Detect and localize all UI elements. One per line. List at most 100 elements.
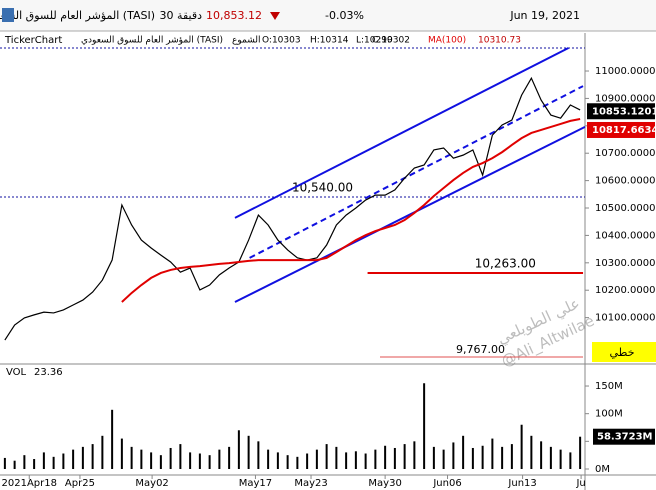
volume-tick-label: 100M <box>595 409 623 420</box>
volume-bar <box>169 447 172 469</box>
volume-bar <box>442 449 445 469</box>
series-line <box>4 76 581 341</box>
volume-bar <box>501 446 504 469</box>
symbol-title[interactable]: المؤشر العام للسوق السعودي (TASI) <box>0 9 155 22</box>
volume-bar <box>276 452 279 469</box>
horizontal-line-label: 10,540.00 <box>292 181 353 195</box>
x-tick-label: May23 <box>294 478 327 489</box>
volume-bar <box>452 442 455 469</box>
volume-bar <box>374 449 377 469</box>
volume-bar <box>462 435 465 469</box>
volume-bar <box>179 444 182 469</box>
volume-bar <box>559 449 562 469</box>
annotation-label: 9,767.00 <box>456 343 505 356</box>
volume-bar <box>393 447 396 469</box>
volume-bar <box>364 453 367 469</box>
volume-bar <box>432 446 435 469</box>
volume-bar <box>91 444 94 469</box>
volume-bar <box>481 445 484 469</box>
volume-bar <box>13 460 16 469</box>
volume-bar <box>354 451 357 469</box>
x-tick-label: May30 <box>368 478 401 489</box>
volume-bar <box>413 441 416 469</box>
interval: 30 دقيقة <box>160 9 203 22</box>
volume-bar <box>471 447 474 469</box>
series-line <box>121 117 581 303</box>
volume-tag <box>593 428 655 445</box>
watermark: علي الطويلعي @Ali_Altwilae <box>494 294 597 371</box>
volume-bar <box>569 452 572 469</box>
volume-bar <box>42 452 45 469</box>
y-tick-label: 10400.0000 <box>595 230 655 241</box>
volume-bar <box>3 457 6 469</box>
volume-bar <box>530 435 533 469</box>
y-tick-label: 10600.0000 <box>595 176 655 187</box>
trend-line <box>249 85 584 259</box>
volume-bar <box>81 446 84 469</box>
volume-bar <box>286 455 289 469</box>
volume-bar <box>306 453 309 469</box>
volume-bar <box>111 409 114 469</box>
volume-bar <box>384 445 387 469</box>
y-tick-label: 11000.0000 <box>595 66 655 77</box>
volume-bar <box>315 449 318 469</box>
info-ma: MA(100) <box>428 36 466 46</box>
volume-bar <box>189 452 192 469</box>
x-tick-label: 2021Apr18 <box>2 478 57 489</box>
volume-bar <box>130 446 133 469</box>
volume-bar <box>120 438 123 469</box>
volume-bar <box>540 441 543 469</box>
volume-bar <box>140 449 143 469</box>
volume-bar <box>325 444 328 469</box>
info-high: H:10314 <box>310 36 349 46</box>
volume-bar <box>237 430 240 469</box>
volume-bar <box>228 446 231 469</box>
volume-bar <box>23 455 26 469</box>
change: -0.03% <box>325 9 364 22</box>
symbol-icon <box>2 8 14 22</box>
y-tick-label: 10500.0000 <box>595 203 655 214</box>
line-button[interactable] <box>592 342 656 362</box>
info-symbol: المؤشر العام للسوق السعودي (TASI) <box>81 36 223 46</box>
volume-bar <box>579 436 582 469</box>
down-arrow <box>270 12 280 20</box>
volume-bar <box>62 453 65 469</box>
volume-bar <box>510 444 513 469</box>
volume-bar <box>403 444 406 469</box>
volume-bar <box>491 438 494 469</box>
trend-line <box>234 47 569 219</box>
volume-value: 23.36 <box>34 367 63 378</box>
volume-bar <box>150 452 153 469</box>
volume-tick-label: 0M <box>595 464 610 475</box>
last-price-tag <box>587 103 655 120</box>
price: 10,853.12 <box>206 9 262 22</box>
volume-tick-label: 150M <box>595 381 623 392</box>
volume-bar <box>52 456 55 469</box>
volume-bar <box>257 441 260 469</box>
volume-bar <box>335 446 338 469</box>
x-tick-label: Jun06 <box>432 478 461 489</box>
volume-bar <box>520 424 523 469</box>
trend-line <box>234 126 586 303</box>
info-close: C:10302 <box>372 36 410 46</box>
volume-bar <box>101 435 104 469</box>
line-button-label[interactable]: خطي <box>610 346 635 359</box>
last-price-tag-label: 10853.1201 <box>592 106 656 117</box>
y-tick-label: 10300.0000 <box>595 258 655 269</box>
volume-bar <box>159 455 162 469</box>
y-tick-label: 10200.0000 <box>595 285 655 296</box>
volume-bar <box>423 383 426 469</box>
volume-bar <box>345 452 348 469</box>
y-tick-label: 10900.0000 <box>595 93 655 104</box>
volume-bar <box>218 449 221 469</box>
info-brand: TickerChart <box>4 35 62 46</box>
volume-tag-label: 58.3723M <box>597 432 653 443</box>
volume-bar <box>296 456 299 469</box>
volume-bar <box>267 449 270 469</box>
x-tick-label: Jun13 <box>507 478 536 489</box>
y-tick-label: 10700.0000 <box>595 148 655 159</box>
volume-bar <box>208 455 211 469</box>
volume-bar <box>198 453 201 469</box>
info-ma-value: 10310.73 <box>478 36 521 46</box>
